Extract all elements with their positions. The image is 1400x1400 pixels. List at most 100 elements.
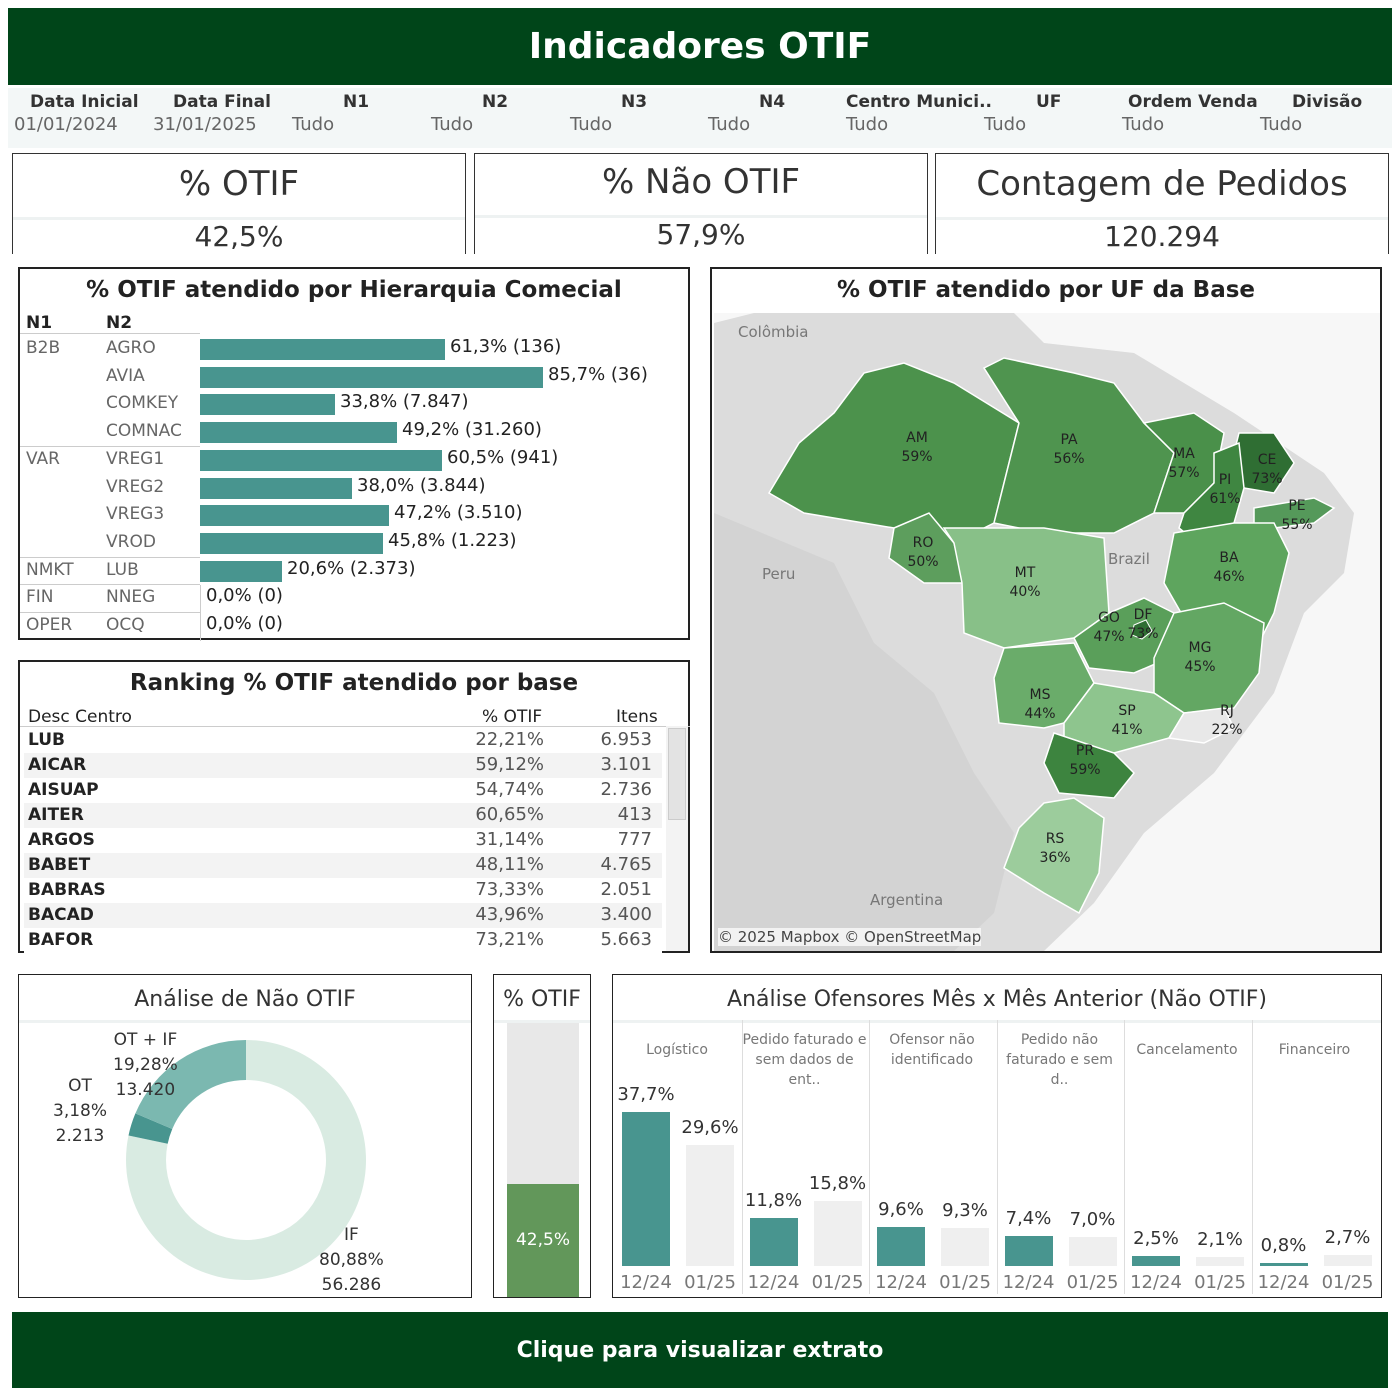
cell-otif: 73,33% xyxy=(475,879,544,900)
slice-label-ot: OT 3,18% 2.213 xyxy=(53,1076,108,1146)
hierarchy-row[interactable]: B2B AGRO 61,3% (136) xyxy=(20,336,690,364)
visualizar-extrato-button[interactable]: Clique para visualizar extrato xyxy=(12,1312,1388,1388)
offender-bar[interactable] xyxy=(1068,1237,1117,1266)
table-row[interactable]: AICAR 59,12% 3.101 xyxy=(24,753,662,778)
bar[interactable] xyxy=(200,449,442,471)
state-label-pa: PA 56% xyxy=(1053,432,1085,467)
cell-otif: 43,96% xyxy=(475,904,544,925)
scrollbar-thumb[interactable] xyxy=(668,728,686,820)
offender-bar[interactable] xyxy=(1259,1263,1308,1266)
country-label: Colômbia xyxy=(738,323,809,341)
filter-n1[interactable]: N1 Tudo xyxy=(292,92,430,135)
table-row[interactable]: BACAD 43,96% 3.400 xyxy=(24,903,662,928)
filter-divisao[interactable]: Divisão Tudo xyxy=(1260,92,1388,135)
bar-value-label: 85,7% (36) xyxy=(548,363,648,385)
offender-bar[interactable] xyxy=(686,1145,734,1266)
map-attribution[interactable]: © 2025 Mapbox © OpenStreetMap xyxy=(718,928,982,946)
donut-slice-ot-if[interactable] xyxy=(135,1040,246,1129)
n2-label: COMNAC xyxy=(106,421,182,442)
table-row[interactable]: BAFOR 73,21% 5.663 xyxy=(24,928,662,953)
filter-n3[interactable]: N3 Tudo xyxy=(570,92,708,135)
bar-value-label: 49,2% (31.260) xyxy=(402,419,542,441)
bar-value-label: 20,6% (2.373) xyxy=(287,557,416,579)
filter-data-inicial[interactable]: Data Inicial 01/01/2024 xyxy=(14,92,152,135)
kpi-otif: % OTIF 42,5% xyxy=(12,153,466,254)
kpi-value: 57,9% xyxy=(475,215,927,252)
kpi-title: % Não OTIF xyxy=(601,162,801,202)
bar[interactable] xyxy=(200,339,445,360)
ranking-scrollbar[interactable] xyxy=(666,726,688,951)
hierarchy-row[interactable]: VREG3 47,2% (3.510) xyxy=(20,502,690,530)
filter-value: Tudo xyxy=(984,114,1027,135)
bar[interactable] xyxy=(200,394,335,416)
offender-bar-value: 37,7% xyxy=(617,1084,675,1105)
table-row[interactable]: AISUAP 54,74% 2.736 xyxy=(24,778,662,803)
brazil-map[interactable] xyxy=(714,313,1380,951)
table-row[interactable]: AITER 60,65% 413 xyxy=(24,803,662,828)
table-row[interactable]: BABET 48,11% 4.765 xyxy=(24,853,662,878)
offender-bar[interactable] xyxy=(1323,1255,1372,1266)
bar[interactable] xyxy=(200,366,543,388)
cell-desc-centro: BAFOR xyxy=(28,930,94,950)
bar[interactable] xyxy=(200,477,352,499)
state-label-rs: RS 36% xyxy=(1039,831,1071,866)
offender-category-label: Cancelamento xyxy=(1136,1042,1238,1058)
hierarchy-row[interactable]: VROD 45,8% (1.223) xyxy=(20,530,690,558)
hierarchy-row[interactable]: COMKEY 33,8% (7.847) xyxy=(20,391,690,419)
hierarchy-row[interactable]: FIN NNEG 0,0% (0) xyxy=(20,585,690,613)
donut-slice-if[interactable] xyxy=(125,1040,366,1280)
cell-desc-centro: BABRAS xyxy=(28,880,106,900)
hierarchy-row[interactable]: VREG2 38,0% (3.844) xyxy=(20,475,690,503)
offender-bar[interactable] xyxy=(877,1227,925,1266)
state-label-df: DF 73% xyxy=(1127,607,1159,642)
bar[interactable] xyxy=(200,532,383,554)
nao-otif-title: Análise de Não OTIF xyxy=(134,987,356,1012)
hierarchy-row[interactable]: NMKT LUB 20,6% (2.373) xyxy=(20,558,690,586)
state-sp xyxy=(1063,682,1186,754)
offender-period-label: 12/24 xyxy=(620,1272,672,1293)
offender-bar[interactable] xyxy=(1196,1257,1244,1266)
offender-bar[interactable] xyxy=(1132,1256,1180,1266)
offender-bar[interactable] xyxy=(941,1228,989,1266)
filter-ordem-venda[interactable]: Ordem Venda Tudo xyxy=(1122,92,1260,135)
hierarchy-row[interactable]: VAR VREG1 60,5% (941) xyxy=(20,447,690,475)
offender-bar-value: 0,8% xyxy=(1260,1235,1307,1256)
offender-bar[interactable] xyxy=(1004,1236,1053,1266)
n1-label: FIN xyxy=(26,587,54,608)
filter-uf[interactable]: UF Tudo xyxy=(984,92,1122,135)
cell-itens: 4.765 xyxy=(600,854,652,875)
bar[interactable] xyxy=(200,422,397,444)
hierarchy-row[interactable]: OPER OCQ 0,0% (0) xyxy=(20,613,690,641)
state-label-ro: RO 50% xyxy=(907,535,939,570)
n1-label: OPER xyxy=(26,615,73,635)
table-row[interactable]: LUB 22,21% 6.953 xyxy=(24,728,662,753)
table-row[interactable]: ARGOS 31,14% 777 xyxy=(24,828,662,853)
offender-period-label: 12/24 xyxy=(747,1272,800,1293)
filter-data-final[interactable]: Data Final 31/01/2025 xyxy=(153,92,291,135)
col-header-n2: N2 xyxy=(106,313,133,333)
donut-slice-ot[interactable] xyxy=(128,1113,173,1144)
bar[interactable] xyxy=(200,560,282,582)
filter-centro-municipio[interactable]: Centro Munici.. Tudo xyxy=(846,92,992,135)
kpi-nao-otif: % Não OTIF 57,9% xyxy=(474,153,928,254)
hierarchy-row[interactable]: COMNAC 49,2% (31.260) xyxy=(20,419,690,447)
filter-n2[interactable]: N2 Tudo xyxy=(431,92,569,135)
cell-otif: 59,12% xyxy=(475,754,544,775)
offender-bar-value: 15,8% xyxy=(808,1173,867,1194)
offender-bar[interactable] xyxy=(622,1112,670,1266)
bar-value-label: 0,0% (0) xyxy=(206,613,283,634)
offender-bar[interactable] xyxy=(749,1218,798,1266)
state-label-pi: PI 61% xyxy=(1209,472,1241,507)
offender-bar[interactable] xyxy=(813,1201,862,1266)
bar[interactable] xyxy=(200,505,389,527)
table-row[interactable]: BABRAS 73,33% 2.051 xyxy=(24,878,662,903)
hierarchy-row[interactable]: AVIA 85,7% (36) xyxy=(20,364,690,392)
otif-gauge-title: % OTIF xyxy=(503,987,581,1012)
state-am xyxy=(767,362,1020,549)
donut-chart[interactable] xyxy=(125,1039,367,1281)
bar-value-label: 0,0% (0) xyxy=(206,585,283,607)
map-panel: % OTIF atendido por UF da Base Colômbia … xyxy=(710,267,1382,953)
filter-n4[interactable]: N4 Tudo xyxy=(708,92,846,135)
n2-label: AGRO xyxy=(106,338,156,358)
state-rj xyxy=(1167,707,1236,744)
